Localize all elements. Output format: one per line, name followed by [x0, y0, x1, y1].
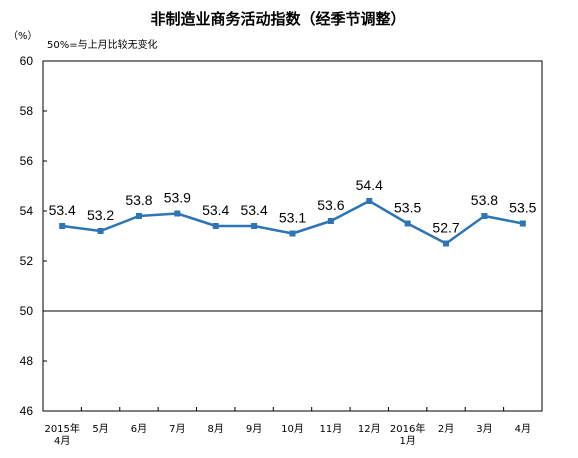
x-tick-label: 4月: [54, 435, 70, 447]
data-point: [327, 218, 334, 224]
data-point: [251, 223, 258, 229]
x-tick-label: 6月: [131, 423, 147, 435]
chart-title: 非制造业商务活动指数（经季节调整）: [150, 10, 405, 28]
data-point: [174, 210, 181, 217]
plot-area: [42, 60, 543, 412]
data-point: [59, 223, 66, 229]
y-tick-label: 46: [20, 404, 34, 418]
y-axis: 46 48 50 52 54 56 58 60: [20, 54, 47, 418]
x-tick-label: 3月: [476, 423, 492, 435]
data-point: [366, 198, 373, 204]
x-tick-label: 11月: [320, 423, 343, 435]
data-label: 53.5: [394, 200, 421, 216]
y-tick-label: 58: [20, 104, 34, 118]
y-tick-label: 60: [20, 54, 34, 68]
x-tick-label: 9月: [246, 423, 262, 435]
x-tick-label: 10月: [281, 423, 304, 435]
data-label: 53.8: [471, 192, 498, 208]
data-label: 53.4: [49, 202, 76, 218]
x-tick-label: 8月: [208, 423, 224, 435]
y-unit-label: （%）: [8, 30, 38, 42]
x-tick-label: 4月: [515, 423, 531, 435]
data-label: 53.4: [240, 202, 267, 218]
data-label: 53.9: [164, 190, 191, 206]
data-point: [289, 230, 296, 237]
y-tick-label: 48: [20, 354, 34, 368]
series-line: 53.4 53.2 53.8 53.9 53.4 53.4 53.1 53.6 54.4 53.5…: [49, 177, 537, 247]
x-tick-label: 1月: [399, 435, 415, 447]
data-label: 53.1: [279, 210, 306, 226]
data-label: 53.4: [202, 202, 229, 218]
x-tick-label: 2016年: [390, 422, 425, 435]
data-point: [481, 213, 488, 219]
data-point: [443, 240, 450, 247]
data-point: [212, 223, 219, 229]
data-point: [97, 228, 104, 234]
data-label: 53.2: [87, 207, 114, 223]
data-label: 52.7: [432, 220, 459, 236]
data-point: [135, 213, 142, 219]
y-tick-label: 54: [20, 204, 34, 218]
x-tick-label: 2015年: [44, 422, 79, 435]
y-tick-label: 50: [20, 304, 34, 318]
data-point: [404, 220, 411, 227]
y-tick-label: 52: [20, 254, 34, 268]
x-tick-label: 12月: [358, 423, 381, 435]
x-tick-label: 2月: [438, 423, 454, 435]
y-tick-label: 56: [20, 154, 34, 168]
reference-note: 50%=与上月比较无变化: [47, 38, 158, 51]
data-label: 53.5: [509, 200, 536, 216]
x-tick-label: 5月: [92, 423, 108, 435]
x-tick-label: 7月: [169, 423, 185, 435]
data-label: 54.4: [356, 177, 383, 193]
data-point: [519, 220, 526, 227]
data-label: 53.6: [317, 197, 344, 213]
data-label: 53.8: [125, 192, 152, 208]
